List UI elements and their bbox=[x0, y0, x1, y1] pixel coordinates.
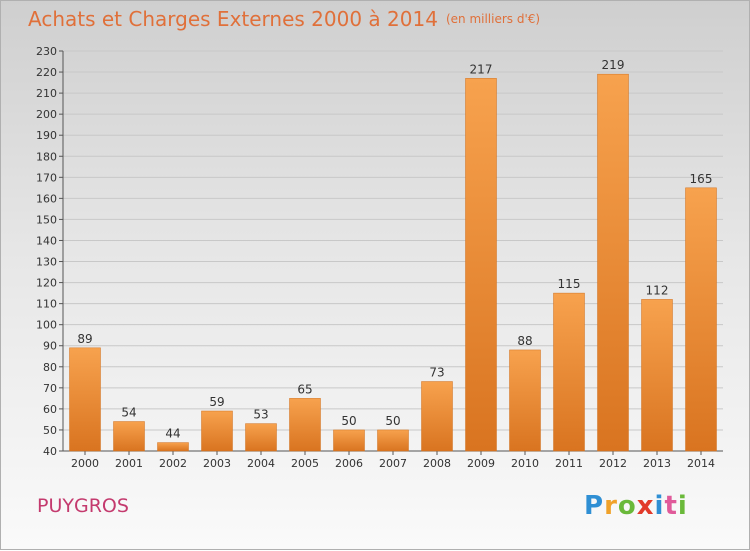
axes: 40 50 60 70 80 90 100 110 120 130 140 150 160 170 180 1… bbox=[36, 45, 723, 470]
chart-subtitle: (en milliers d'€) bbox=[445, 12, 541, 26]
x-tick-label: 2007 bbox=[379, 457, 407, 470]
x-tick-label: 2009 bbox=[467, 457, 495, 470]
bar-value-label: 89 bbox=[77, 332, 92, 346]
bar bbox=[333, 429, 365, 452]
x-tick-label: 2006 bbox=[335, 457, 363, 470]
y-tick-label: 220 bbox=[36, 66, 57, 79]
x-tick-label: 2008 bbox=[423, 457, 451, 470]
y-tick-label: 60 bbox=[43, 403, 57, 416]
y-tick-label: 190 bbox=[36, 129, 57, 142]
bar bbox=[553, 292, 585, 452]
bar bbox=[597, 73, 629, 452]
x-tick-label: 2004 bbox=[247, 457, 275, 470]
logo-letter: o bbox=[617, 491, 637, 521]
y-tick-label: 150 bbox=[36, 213, 57, 226]
y-tick-label: 160 bbox=[36, 192, 57, 205]
y-tick-label: 230 bbox=[36, 45, 57, 58]
proxiti-logo: Proxiti bbox=[584, 491, 688, 521]
bar-value-label: 219 bbox=[602, 58, 625, 72]
bar bbox=[157, 442, 189, 452]
y-tick-label: 170 bbox=[36, 171, 57, 184]
logo-letter: P bbox=[584, 491, 605, 521]
x-tick-label: 2012 bbox=[599, 457, 627, 470]
logo-letter: i bbox=[654, 491, 665, 521]
bar bbox=[245, 423, 277, 452]
bar bbox=[289, 398, 321, 452]
y-tick-label: 200 bbox=[36, 108, 57, 121]
bar-value-label: 59 bbox=[209, 395, 224, 409]
y-tick-label: 90 bbox=[43, 340, 57, 353]
x-tick-label: 2005 bbox=[291, 457, 319, 470]
bar-value-label: 50 bbox=[385, 414, 400, 428]
y-tick-label: 120 bbox=[36, 277, 57, 290]
y-tick-label: 110 bbox=[36, 298, 57, 311]
x-tick-label: 2013 bbox=[643, 457, 671, 470]
y-tick-label: 210 bbox=[36, 87, 57, 100]
x-tick-label: 2014 bbox=[687, 457, 715, 470]
bar-value-label: 53 bbox=[253, 408, 268, 422]
bar bbox=[465, 78, 497, 452]
bar bbox=[509, 349, 541, 452]
bars bbox=[69, 73, 717, 452]
bar bbox=[685, 187, 717, 452]
bar-labels: 89 54 44 59 53 65 50 50 73 217 88 115 219 112 165 bbox=[77, 58, 712, 440]
x-tick-label: 2000 bbox=[71, 457, 99, 470]
commune-name: PUYGROS bbox=[37, 495, 129, 517]
chart-title: Achats et Charges Externes 2000 à 2014 bbox=[28, 7, 438, 31]
x-tick-label: 2011 bbox=[555, 457, 583, 470]
x-tick-label: 2010 bbox=[511, 457, 539, 470]
bar-value-label: 73 bbox=[429, 366, 444, 380]
logo-letter: t bbox=[664, 491, 678, 521]
bar-value-label: 217 bbox=[470, 62, 493, 76]
bar-value-label: 112 bbox=[646, 283, 669, 297]
bar-value-label: 88 bbox=[517, 334, 532, 348]
x-tick-label: 2001 bbox=[115, 457, 143, 470]
bar-value-label: 44 bbox=[165, 427, 180, 441]
y-tick-label: 70 bbox=[43, 382, 57, 395]
bar-value-label: 65 bbox=[297, 382, 312, 396]
x-tick-label: 2003 bbox=[203, 457, 231, 470]
bar bbox=[421, 381, 453, 452]
logo-letter: r bbox=[604, 491, 618, 521]
y-tick-label: 100 bbox=[36, 319, 57, 332]
logo-letter: i bbox=[677, 491, 688, 521]
bar bbox=[69, 347, 101, 452]
y-tick-label: 40 bbox=[43, 445, 57, 458]
x-tick-label: 2002 bbox=[159, 457, 187, 470]
bar bbox=[201, 410, 233, 452]
logo-letter: x bbox=[636, 491, 655, 521]
bar-value-label: 54 bbox=[121, 406, 136, 420]
y-tick-label: 80 bbox=[43, 361, 57, 374]
y-tick-label: 130 bbox=[36, 256, 57, 269]
bar bbox=[641, 299, 673, 452]
bar bbox=[377, 429, 409, 452]
y-tick-label: 140 bbox=[36, 234, 57, 247]
bar-value-label: 165 bbox=[690, 172, 713, 186]
y-tick-label: 180 bbox=[36, 150, 57, 163]
chart-header: Achats et Charges Externes 2000 à 2014 (e… bbox=[28, 7, 540, 31]
bar-value-label: 115 bbox=[558, 277, 581, 291]
bar-value-label: 50 bbox=[341, 414, 356, 428]
y-tick-label: 50 bbox=[43, 424, 57, 437]
bar bbox=[113, 421, 145, 452]
